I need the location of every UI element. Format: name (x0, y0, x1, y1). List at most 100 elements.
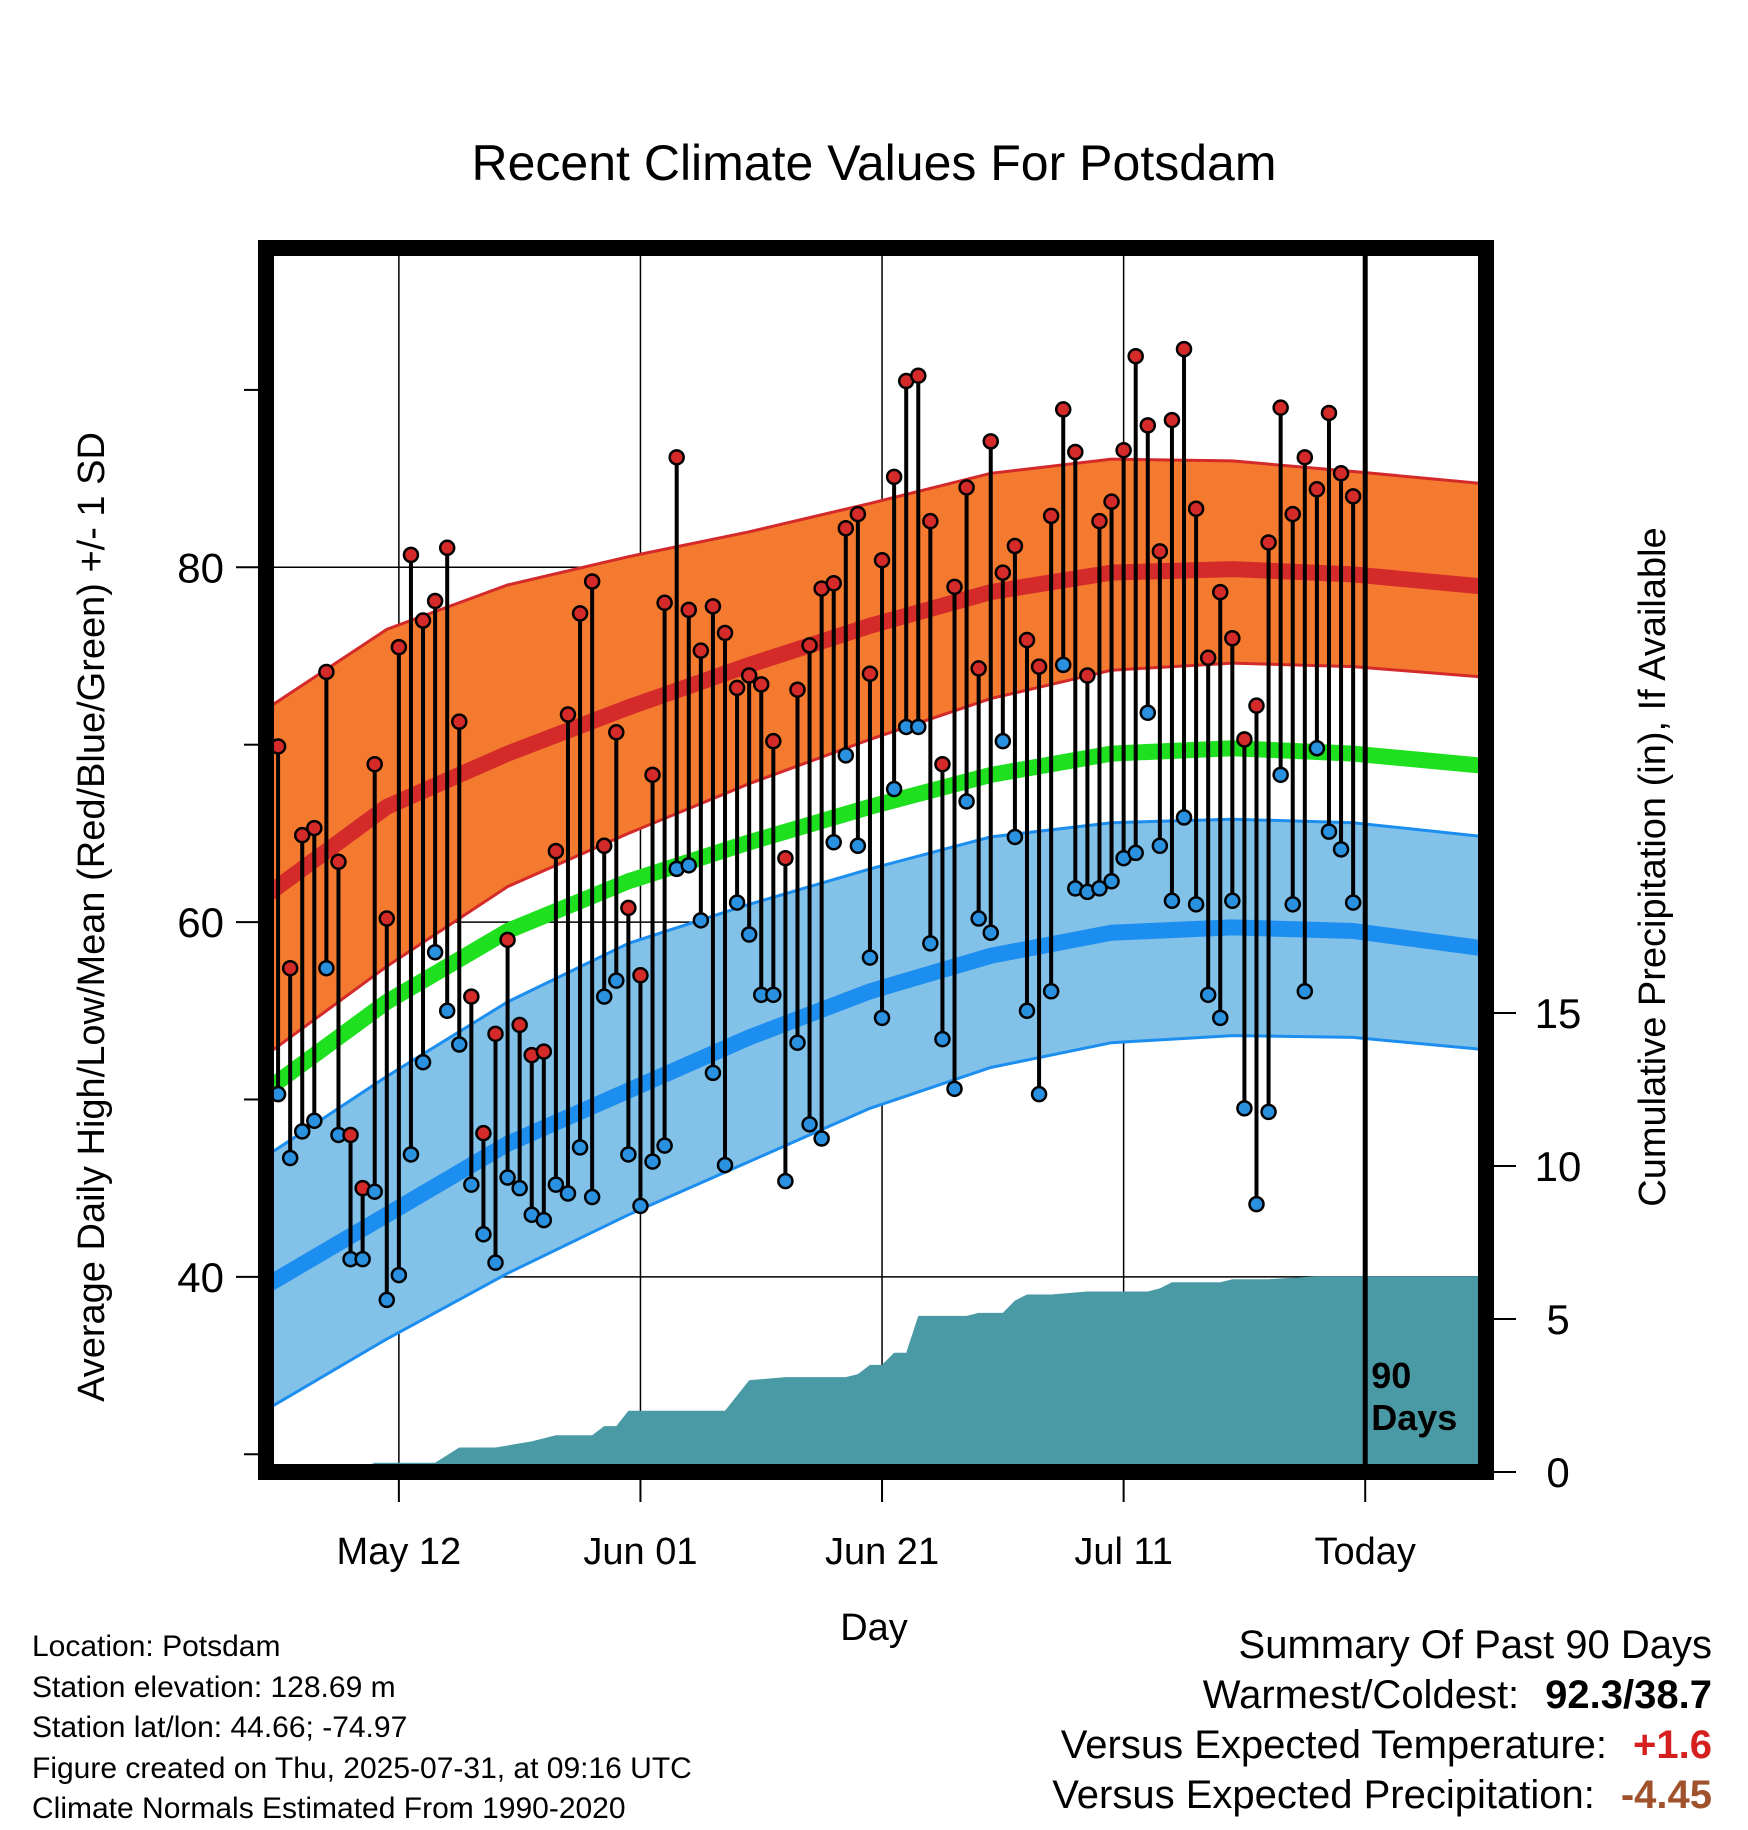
daily-low-point (1163, 892, 1181, 910)
daily-high-point (535, 1043, 553, 1060)
daily-high-point (620, 899, 637, 917)
low-lower-line (266, 1034, 1486, 1412)
daily-high-point (1332, 465, 1350, 482)
daily-high-point (922, 512, 939, 530)
high-sd-band (266, 459, 1486, 1056)
summary-panel: Summary Of Past 90 Days Warmest/Coldest:… (1052, 1620, 1712, 1820)
temp-label: Versus Expected Temperature: (1060, 1723, 1608, 1767)
daily-low-point (475, 1226, 492, 1243)
daily-high-point (330, 853, 347, 871)
chart-title: Recent Climate Values For Potsdam (472, 135, 1277, 191)
daily-low-point (1236, 1100, 1253, 1117)
daily-low-point (1284, 896, 1301, 913)
summary-heading: Summary Of Past 90 Days (1238, 1623, 1712, 1667)
latlon-text: Station lat/lon: 44.66; -74.97 (32, 1711, 408, 1744)
daily-low-point (366, 1183, 383, 1200)
daily-high-point (390, 638, 408, 656)
y-axis-label-left: Average Daily High/Low/Mean (Red/Blue/Gr… (71, 432, 113, 1402)
y-tick-label: 80 (177, 544, 224, 591)
daily-low-point (293, 1123, 311, 1140)
x-tick-label: May 12 (337, 1531, 462, 1573)
daily-low-point (378, 1291, 396, 1309)
y-tick-label: 60 (177, 899, 224, 946)
daily-high-point (861, 665, 879, 682)
daily-high-point (451, 713, 468, 730)
daily-high-point (1344, 488, 1362, 505)
high-upper-line (266, 457, 1486, 711)
daily-low-point (1320, 823, 1338, 840)
daily-high-point (1260, 534, 1277, 551)
daily-high-point (656, 594, 673, 612)
warm-cold-value: 92.3/38.7 (1545, 1673, 1712, 1717)
daily-high-point (608, 724, 625, 741)
daily-high-point (1018, 631, 1036, 649)
daily-high-point (958, 479, 975, 496)
x-tick-label: Today (1315, 1531, 1416, 1573)
daily-high-point (1308, 481, 1326, 498)
daily-low-point (1151, 837, 1169, 855)
daily-low-point (1103, 873, 1120, 890)
daily-high-point (692, 642, 710, 659)
daily-low-point (1260, 1103, 1277, 1121)
low-normal-line (266, 919, 1486, 1293)
daily-high-point (1236, 731, 1253, 748)
daily-high-point (281, 959, 299, 977)
daily-high-point (668, 449, 685, 466)
today-label-days: Days (1371, 1397, 1457, 1438)
daily-low-point (438, 1002, 456, 1020)
daily-low-point (632, 1197, 649, 1215)
daily-low-point (487, 1254, 504, 1271)
daily-high-point (1103, 493, 1120, 510)
daily-low-point (1344, 894, 1362, 911)
daily-low-point (1212, 1009, 1229, 1027)
daily-low-point (451, 1036, 468, 1053)
daily-high-point (728, 679, 746, 697)
daily-high-point (910, 367, 927, 384)
precip-tick-label: 15 (1535, 990, 1582, 1037)
daily-low-point (728, 894, 746, 911)
daily-high-point (1067, 443, 1084, 461)
daily-low-point (1296, 983, 1314, 1000)
daily-high-point (680, 601, 698, 619)
temp-value: +1.6 (1633, 1723, 1712, 1767)
daily-high-point (994, 564, 1012, 581)
precip-value: -4.45 (1620, 1773, 1712, 1817)
daily-high-point (716, 624, 734, 642)
daily-high-point (849, 505, 867, 523)
daily-high-point (789, 681, 806, 698)
daily-high-point (571, 605, 589, 622)
daily-low-point (511, 1179, 528, 1197)
daily-low-point (426, 943, 444, 961)
daily-low-point (1139, 704, 1157, 722)
daily-high-point (1199, 649, 1217, 667)
daily-high-point (1320, 404, 1338, 422)
warm-cold-label: Warmest/Coldest: (1202, 1673, 1520, 1717)
daily-high-point (583, 573, 601, 590)
daily-low-point (535, 1211, 553, 1229)
daily-high-point (1224, 630, 1241, 647)
daily-high-point (499, 931, 516, 949)
daily-high-point (293, 826, 311, 844)
daily-low-point (777, 1172, 794, 1190)
daily-low-point (1042, 983, 1060, 1000)
x-tick-label: Jun 21 (825, 1531, 939, 1573)
daily-low-point (994, 732, 1012, 750)
daily-low-point (958, 793, 975, 810)
normals-text: Climate Normals Estimated From 1990-2020 (32, 1792, 626, 1825)
daily-low-point (402, 1146, 420, 1163)
daily-low-point (1018, 1002, 1036, 1020)
low-sd-band (266, 819, 1486, 1410)
daily-low-point (873, 1009, 891, 1027)
daily-low-point (306, 1112, 323, 1130)
daily-low-point (414, 1053, 432, 1071)
x-tick-label: Jun 01 (583, 1531, 697, 1573)
daily-high-point (547, 842, 565, 860)
elevation-text: Station elevation: 128.69 m (32, 1670, 396, 1704)
daily-high-point (1042, 507, 1060, 525)
daily-low-point (390, 1266, 408, 1284)
daily-low-point (1332, 841, 1350, 858)
daily-high-point (1030, 658, 1048, 675)
daily-low-point (849, 837, 867, 855)
daily-low-point (861, 949, 879, 966)
daily-low-point (656, 1137, 673, 1154)
